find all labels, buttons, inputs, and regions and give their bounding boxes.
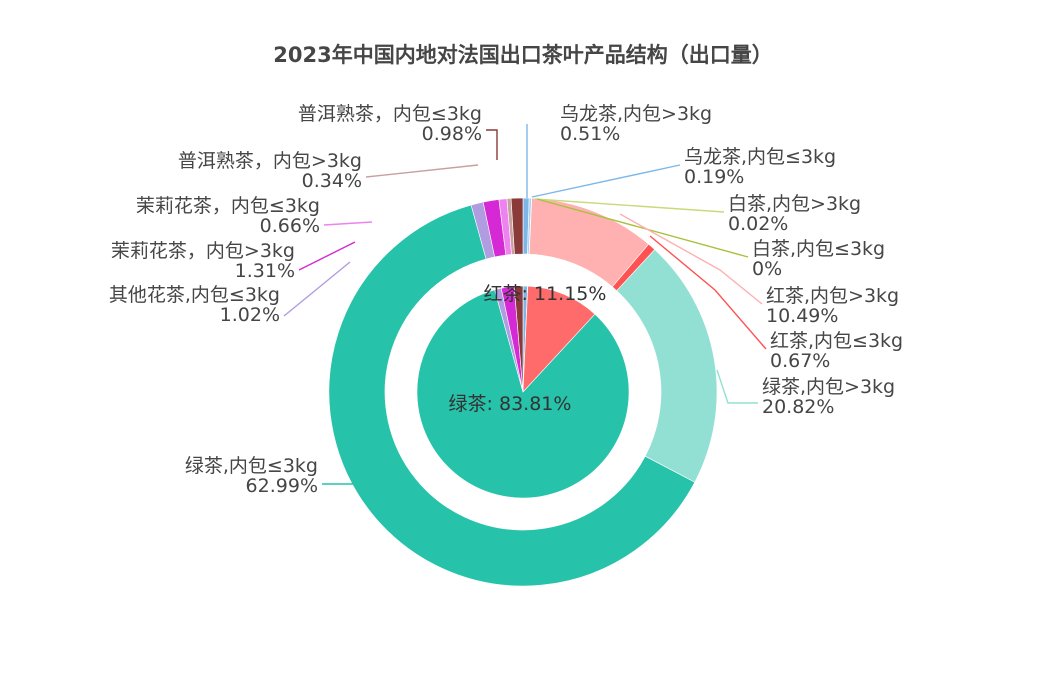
outer-label-7-value: 62.99%	[246, 475, 318, 497]
leader-line-1	[531, 164, 681, 198]
inner-label-2: 红茶: 11.15%	[484, 283, 607, 305]
outer-label-12-name: 普洱熟茶，内包≤3kg	[298, 103, 482, 125]
leader-line-3	[536, 198, 749, 258]
outer-label-6-name: 绿茶,内包>3kg	[762, 376, 895, 398]
outer-label-10-name: 茉莉花茶，内包≤3kg	[136, 195, 320, 217]
outer-label-1-name: 乌龙茶,内包≤3kg	[684, 146, 836, 168]
outer-label-11-name: 普洱熟茶，内包>3kg	[178, 150, 362, 172]
inner-slice-3	[416, 289, 630, 499]
label-leader-lines	[283, 124, 767, 485]
leader-line-7	[322, 466, 388, 485]
leader-line-12	[486, 129, 498, 160]
leader-line-9	[298, 241, 356, 271]
leader-line-5	[649, 235, 767, 350]
outer-label-11-value: 0.34%	[302, 170, 362, 192]
inner-label-3: 绿茶: 83.81%	[449, 393, 572, 415]
outer-label-2-name: 白茶,内包>3kg	[728, 193, 861, 215]
outer-labels: 乌龙茶,内包>3kg0.51%乌龙茶,内包≤3kg0.19%白茶,内包>3kg0…	[109, 103, 903, 497]
outer-label-1-value: 0.19%	[684, 166, 744, 188]
outer-label-4-name: 红茶,内包>3kg	[766, 285, 899, 307]
inner-slice-6	[513, 285, 524, 393]
outer-label-0-value: 0.51%	[560, 123, 620, 145]
outer-slice-6	[616, 249, 718, 483]
outer-label-3-value: 0%	[752, 258, 782, 280]
outer-label-9-value: 1.31%	[235, 260, 295, 282]
leader-line-8	[283, 261, 351, 317]
outer-slice-12	[510, 197, 524, 255]
leader-line-11	[365, 164, 479, 178]
outer-label-8-name: 其他花茶,内包≤3kg	[109, 284, 280, 306]
outer-label-0-name: 乌龙茶,内包>3kg	[560, 103, 712, 125]
leader-line-2	[534, 198, 725, 213]
leader-line-10	[323, 221, 373, 226]
outer-slice-7	[328, 204, 696, 587]
outer-label-4-value: 10.49%	[766, 305, 838, 327]
outer-label-10-value: 0.66%	[260, 215, 320, 237]
outer-label-6-value: 20.82%	[762, 396, 834, 418]
outer-ring	[328, 197, 718, 587]
outer-label-2-value: 0.02%	[728, 213, 788, 235]
outer-label-7-name: 绿茶,内包≤3kg	[185, 455, 318, 477]
chart-title: 2023年中国内地对法国出口茶叶产品结构（出口量）	[273, 43, 772, 67]
outer-label-5-name: 红茶,内包≤3kg	[770, 330, 903, 352]
outer-label-12-value: 0.98%	[422, 123, 482, 145]
outer-label-8-value: 1.02%	[220, 304, 280, 326]
leader-line-6	[716, 369, 758, 404]
inner-slice-2	[522, 285, 596, 393]
outer-label-5-value: 0.67%	[770, 350, 830, 372]
inner-ring	[416, 285, 630, 499]
outer-label-9-name: 茉莉花茶，内包>3kg	[111, 240, 295, 262]
inner-labels: 红茶: 11.15% 绿茶: 83.81%	[449, 283, 607, 415]
leader-line-4	[619, 213, 763, 305]
outer-label-3-name: 白茶,内包≤3kg	[752, 238, 885, 260]
